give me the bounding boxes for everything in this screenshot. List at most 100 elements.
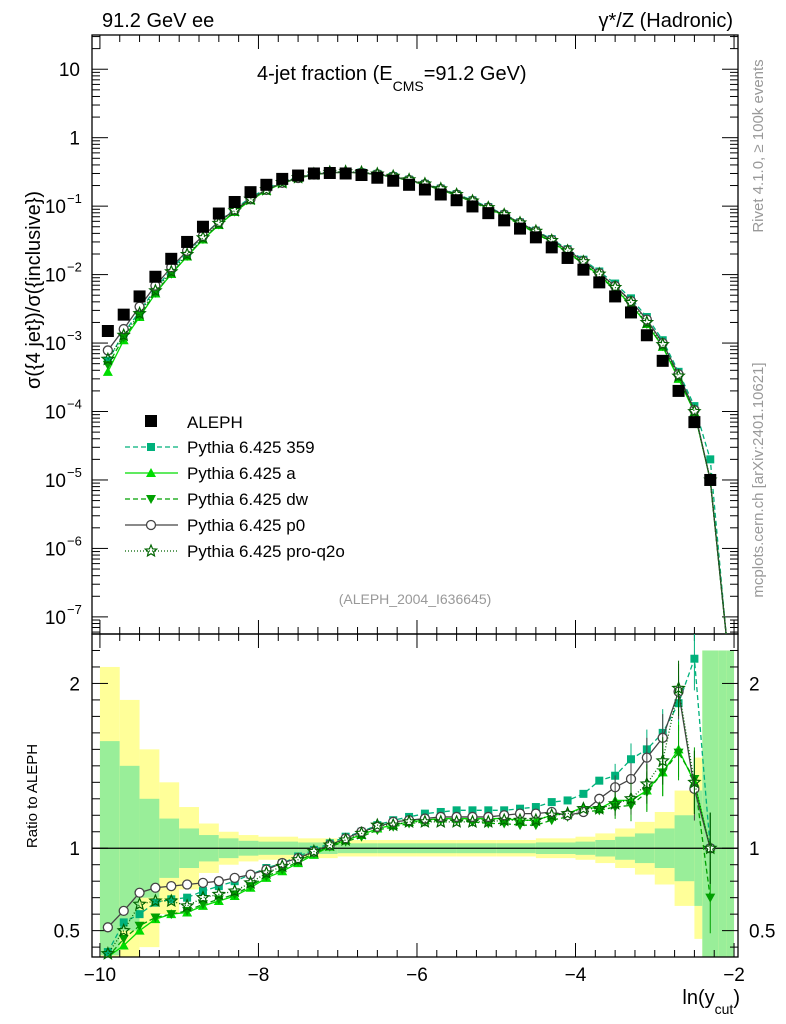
data-point [260, 179, 272, 191]
legend-label: Pythia 6.425 p0 [187, 516, 305, 535]
header-right: γ*/Z (Hadronic) [599, 10, 733, 32]
legend-label: Pythia 6.425 pro-q2o [187, 542, 345, 561]
legend-marker [147, 521, 156, 530]
ratio-point [595, 777, 603, 785]
legend-label: Pythia 6.425 359 [187, 438, 315, 457]
data-point [482, 207, 494, 219]
ratio-point [167, 882, 176, 891]
y-tick-exponent: −2 [67, 260, 82, 275]
data-point [340, 167, 352, 179]
x-tick-label: −4 [565, 965, 587, 986]
data-point [165, 253, 177, 265]
y-tick-label: 10 [45, 471, 66, 492]
data-point [546, 241, 558, 253]
band-stat [726, 650, 734, 957]
data-point [371, 172, 383, 184]
legend-label: Pythia 6.425 a [187, 464, 296, 483]
data-point [118, 309, 130, 321]
legend-marker [145, 415, 157, 427]
ratio-point [183, 880, 192, 889]
analysis-tag: (ALEPH_2004_I636645) [339, 591, 492, 607]
y-tick-exponent: −4 [67, 397, 82, 412]
ratio-point [579, 790, 587, 798]
ratio-point [230, 873, 239, 882]
ratio-point [136, 910, 144, 918]
ratio-point [135, 888, 144, 897]
y-axis-label: σ({4 jet})/σ({inclusive}) [23, 191, 45, 389]
ratio-point [119, 906, 128, 915]
data-point [451, 194, 463, 206]
series-line-main [108, 172, 726, 634]
y-tick-exponent: −1 [67, 191, 82, 206]
data-point [641, 329, 653, 341]
legend-label: Pythia 6.425 dw [187, 490, 309, 509]
data-point [149, 271, 161, 283]
ratio-point [103, 923, 112, 932]
data-point [609, 290, 621, 302]
y-tick-exponent: −6 [67, 533, 82, 548]
ratio-y-axis-label: Ratio to ALEPH [24, 744, 41, 848]
x-axis-label: ln(ycut) [682, 987, 740, 1017]
data-point [229, 196, 241, 208]
ratio-point [548, 798, 556, 806]
ratio-tick-label: 1 [69, 839, 80, 860]
data-point [181, 236, 193, 248]
y-tick-exponent: −5 [67, 465, 82, 480]
ratio-tick-label-right: 1 [749, 839, 760, 860]
data-point [102, 325, 114, 337]
data-point [197, 221, 209, 233]
legend-marker [145, 545, 156, 556]
data-point [577, 264, 589, 276]
data-point [419, 184, 431, 196]
data-point [562, 252, 574, 264]
data-point [213, 208, 225, 220]
data-point [403, 179, 415, 191]
y-tick-label: 10 [45, 334, 66, 355]
data-point [673, 385, 685, 397]
y-tick-label: 10 [45, 608, 66, 629]
chart-title: 4-jet fraction (ECMS=91.2 GeV) [257, 63, 527, 94]
x-tick-label: −10 [84, 965, 116, 986]
legend-marker [147, 443, 155, 451]
ratio-uncertainty-bands [100, 650, 734, 957]
data-point [466, 200, 478, 212]
x-tick-label: −2 [723, 965, 745, 986]
ratio-tick-label-right: 0.5 [749, 922, 775, 943]
data-point [706, 455, 714, 463]
y-tick-exponent: −7 [67, 602, 82, 617]
ratio-point [151, 883, 160, 892]
y-tick-label: 10 [45, 197, 66, 218]
legend: ALEPH Pythia 6.425 359 Pythia 6.425 a Pythi… [125, 413, 345, 561]
data-point [498, 214, 510, 226]
y-tick-label: 10 [45, 266, 66, 287]
ratio-tick-label-right: 2 [749, 674, 760, 695]
ratio-point [214, 877, 223, 886]
ratio-tick-label: 0.5 [54, 922, 80, 943]
legend-label: ALEPH [187, 413, 243, 432]
data-point [514, 223, 526, 235]
rivet-version-label: Rivet 4.1.0, ≥ 100k events [750, 59, 767, 232]
data-point [245, 186, 257, 198]
y-tick-label: 1 [69, 129, 80, 150]
ratio-tick-label: 2 [69, 674, 80, 695]
header-left: 91.2 GeV ee [102, 10, 214, 32]
data-point [324, 167, 336, 179]
data-point [657, 355, 669, 367]
band-stat [718, 650, 726, 957]
y-tick-label: 10 [45, 539, 66, 560]
data-point [355, 169, 367, 181]
data-point [530, 231, 542, 243]
data-point [435, 188, 447, 200]
ratio-point [564, 796, 572, 804]
chart-canvas: −10 −8 −6 −4 −210 −710 −610 −510 −410 −310 −210 −11… [0, 0, 786, 1024]
data-point [625, 306, 637, 318]
data-point [593, 276, 605, 288]
data-point [688, 416, 700, 428]
data-point [387, 175, 399, 187]
x-tick-label: −6 [406, 965, 428, 986]
y-tick-label: 10 [45, 403, 66, 424]
data-point [308, 167, 320, 179]
data-point [292, 170, 304, 182]
legend-marker [146, 495, 156, 504]
data-point [704, 474, 716, 486]
